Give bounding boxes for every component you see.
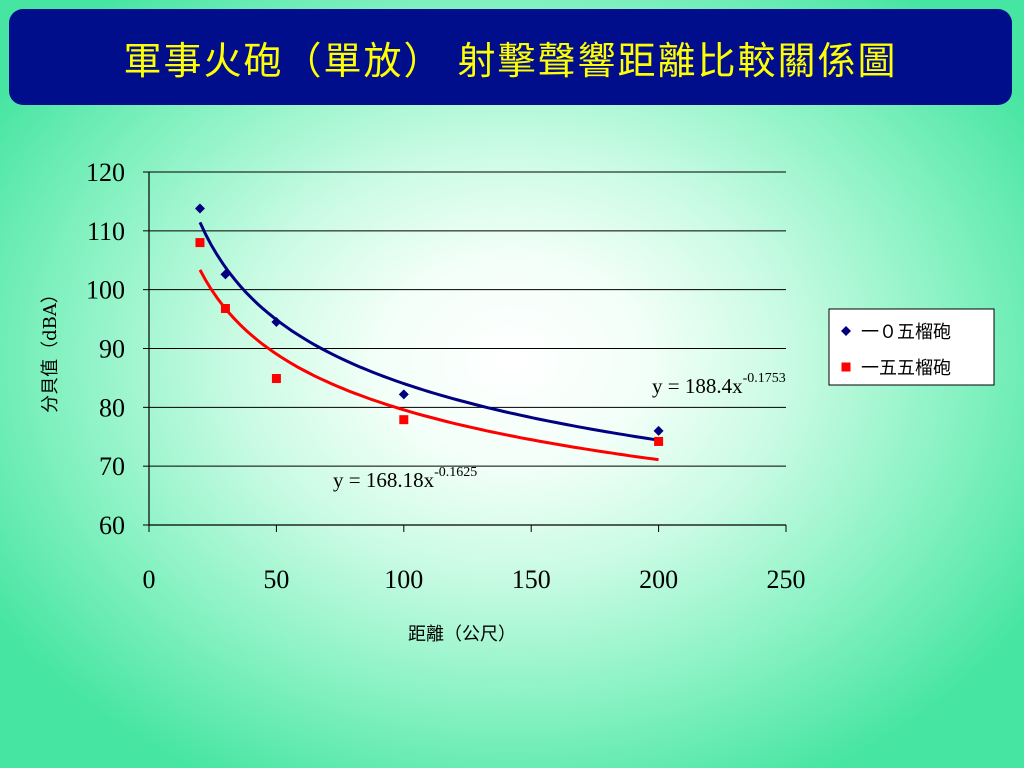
- y-tick-label: 90: [99, 335, 125, 364]
- data-point-series-1: [220, 269, 231, 280]
- x-tick-label: 150: [512, 565, 551, 594]
- data-point-series-2: [271, 374, 281, 384]
- data-point-series-1: [271, 317, 282, 328]
- ticks: 60 70 80 90 100 110 120 0 50 100 150 200 250: [86, 158, 806, 594]
- labels: 分貝值（dBA） 距離（公尺） y = 188.4x -0.1753 y = 168.1…: [40, 285, 786, 645]
- y-tick-label: 70: [99, 452, 125, 481]
- x-tick-label: 50: [263, 565, 289, 594]
- trend-equation-exponent-series-2: -0.1625: [434, 465, 477, 480]
- y-tick-label: 80: [99, 393, 125, 422]
- data-point-series-1: [398, 389, 409, 400]
- trend-equation-exponent-series-1: -0.1753: [743, 371, 786, 386]
- trend-equation-series-1: y = 188.4x: [652, 374, 743, 398]
- x-tick-label: 250: [767, 565, 806, 594]
- legend-marker-series-2: [841, 362, 851, 372]
- y-tick-label: 120: [86, 158, 125, 187]
- y-tick-label: 60: [99, 511, 125, 540]
- x-axis-title: 距離（公尺）: [408, 624, 516, 645]
- data-points: [194, 203, 664, 446]
- y-axis-title: 分貝值（dBA）: [40, 285, 61, 413]
- trendline-series-2: [198, 269, 659, 462]
- x-tick-label: 0: [143, 565, 156, 594]
- legend-box: [828, 308, 995, 386]
- data-point-series-1: [653, 425, 664, 436]
- y-tick-label: 110: [87, 217, 125, 246]
- slide-title: 軍事火砲（單放） 射擊聲響距離比較關係圖: [123, 38, 898, 83]
- trend-equation-series-2: y = 168.18x: [333, 468, 435, 492]
- data-point-series-2: [654, 436, 664, 446]
- title-bar: 軍事火砲（單放） 射擊聲響距離比較關係圖: [9, 9, 1012, 105]
- data-point-series-2: [399, 415, 409, 425]
- legend-label-series-2: 一五五榴砲: [861, 358, 951, 379]
- grid: [149, 171, 786, 467]
- data-point-series-1: [194, 203, 205, 214]
- legend-marker-series-1: [841, 326, 851, 336]
- x-tick-label: 200: [639, 565, 678, 594]
- trendlines: [198, 221, 659, 462]
- legend-label-series-1: 一０五榴砲: [861, 322, 951, 343]
- x-tick-label: 100: [384, 565, 423, 594]
- data-point-series-2: [220, 303, 230, 313]
- y-tick-label: 100: [86, 276, 125, 305]
- data-point-series-2: [195, 238, 205, 248]
